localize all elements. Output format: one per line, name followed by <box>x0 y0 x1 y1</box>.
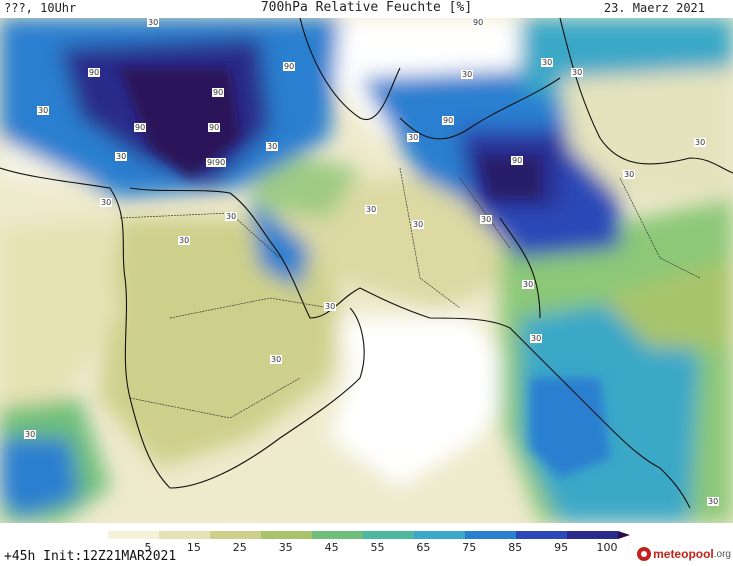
colorbar-segment <box>516 531 567 539</box>
colorbar-segment <box>465 531 516 539</box>
colorbar-segment <box>108 531 159 539</box>
contour-label-30: 30 <box>100 198 113 207</box>
valid-time-label: ???, 10Uhr <box>4 1 77 15</box>
humidity-map: 90 90 90 90 90 90 90 90 90 90 30 30 30 3… <box>0 18 733 523</box>
colorbar-tick-label: 85 <box>508 541 523 554</box>
colorbar-tick-label: 100 <box>596 541 618 554</box>
contour-label-90: 90 <box>214 158 227 167</box>
colorbar-tick-label: 65 <box>416 541 431 554</box>
colorbar-tick-label: 15 <box>186 541 201 554</box>
contour-label-90: 90 <box>212 88 225 97</box>
coastlines <box>0 18 733 509</box>
colorbar-tick-label: 5 <box>144 541 152 554</box>
contour-label-30: 30 <box>412 220 425 229</box>
colorbar-segment <box>414 531 465 539</box>
colorbar-segment <box>261 531 312 539</box>
contour-label-30: 30 <box>37 106 50 115</box>
contour-label-90: 90 <box>511 156 524 165</box>
meteopool-logo[interactable]: meteopool .org <box>637 547 731 561</box>
contour-label-90: 90 <box>442 116 455 125</box>
contour-label-30: 30 <box>522 280 535 289</box>
contour-label-30: 30 <box>147 18 160 27</box>
colorbar-segment <box>363 531 414 539</box>
colorbar-tick-label: 45 <box>324 541 339 554</box>
logo-tld: .org <box>713 548 731 560</box>
contour-label-30: 30 <box>694 138 707 147</box>
colorbar-tick-label: 25 <box>232 541 247 554</box>
contour-label-90: 90 <box>206 158 219 167</box>
contour-label-30: 30 <box>178 236 191 245</box>
date-label: 23. Maerz 2021 <box>603 1 705 15</box>
header: ???, 10Uhr 700hPa Relative Feuchte [%] 2… <box>0 0 733 18</box>
country-borders <box>119 167 701 419</box>
contour-label-30: 30 <box>623 170 636 179</box>
contour-label-30: 30 <box>365 205 378 214</box>
contour-label-30: 30 <box>324 302 337 311</box>
colorbar-segment <box>567 531 618 539</box>
colorbar-tick-label: 75 <box>462 541 477 554</box>
contour-label-30: 30 <box>225 212 238 221</box>
colorbar-tick-label: 55 <box>370 541 385 554</box>
contour-label-30: 30 <box>270 355 283 364</box>
contour-label-30: 30 <box>461 70 474 79</box>
map-canvas <box>0 18 733 523</box>
contour-label-30: 30 <box>407 133 420 142</box>
colorbar <box>108 531 618 539</box>
colorbar-segment <box>210 531 261 539</box>
contour-label-90: 90 <box>472 18 485 27</box>
contour-label-30: 30 <box>571 68 584 77</box>
map-title: 700hPa Relative Feuchte [%] <box>260 0 473 15</box>
colorbar-min-arrow <box>96 531 108 539</box>
contour-label-30: 30 <box>541 58 554 67</box>
footer: 5 15 25 35 45 55 65 75 85 95 100 +45h Init:12Z21MA… <box>0 523 733 566</box>
colorbar-segment <box>312 531 363 539</box>
contour-label-90: 90 <box>134 123 147 132</box>
contour-label-90: 90 <box>88 68 101 77</box>
colorbar-max-arrow <box>618 531 630 539</box>
contour-label-90: 90 <box>283 62 296 71</box>
contour-label-30: 30 <box>266 142 279 151</box>
init-time-label: +45h Init:12Z21MAR2021 <box>4 549 177 564</box>
logo-name: meteopool <box>653 547 714 561</box>
contour-label-30: 30 <box>530 334 543 343</box>
colorbar-tick-label: 95 <box>554 541 569 554</box>
logo-icon <box>637 547 652 561</box>
colorbar-tick-label: 35 <box>278 541 293 554</box>
colorbar-segment <box>159 531 210 539</box>
contour-label-30: 30 <box>707 497 720 506</box>
contour-label-30: 30 <box>24 430 37 439</box>
contour-label-30: 30 <box>115 152 128 161</box>
contour-label-90: 90 <box>208 123 221 132</box>
contour-label-30: 30 <box>480 215 493 224</box>
